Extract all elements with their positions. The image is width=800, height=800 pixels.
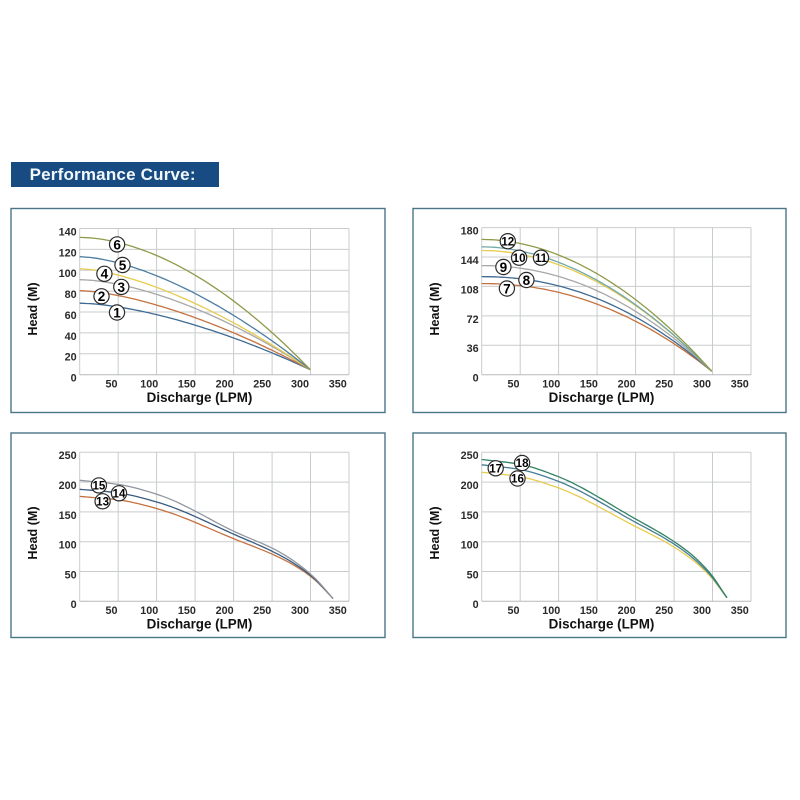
svg-text:Discharge (LPM): Discharge (LPM) [549,390,655,405]
svg-text:100: 100 [140,379,158,391]
svg-text:250: 250 [253,605,271,617]
svg-text:6: 6 [113,237,121,252]
svg-text:17: 17 [489,463,502,476]
svg-text:Discharge (LPM): Discharge (LPM) [147,616,253,631]
svg-text:2: 2 [98,289,106,304]
svg-text:20: 20 [65,352,77,364]
svg-text:150: 150 [580,379,598,391]
svg-text:3: 3 [118,280,126,295]
svg-text:18: 18 [516,457,529,470]
svg-text:350: 350 [329,379,347,391]
svg-text:200: 200 [461,480,479,492]
svg-text:0: 0 [473,373,479,385]
svg-text:36: 36 [467,343,479,355]
svg-text:150: 150 [580,605,598,617]
svg-text:0: 0 [71,599,77,611]
svg-text:250: 250 [253,379,271,391]
svg-text:7: 7 [503,281,511,296]
svg-text:50: 50 [105,605,117,617]
svg-text:350: 350 [731,379,749,391]
svg-text:108: 108 [461,284,479,296]
svg-text:150: 150 [59,510,77,522]
svg-text:72: 72 [467,314,479,326]
svg-text:0: 0 [71,373,77,385]
svg-text:300: 300 [693,605,711,617]
svg-text:10: 10 [513,252,526,265]
svg-text:12: 12 [501,235,514,248]
svg-text:100: 100 [59,540,77,552]
svg-text:200: 200 [618,379,636,391]
svg-text:200: 200 [216,605,234,617]
svg-text:80: 80 [65,289,77,301]
svg-text:250: 250 [59,450,77,462]
svg-text:Head (M): Head (M) [26,282,40,335]
svg-text:150: 150 [178,379,196,391]
svg-text:150: 150 [178,605,196,617]
svg-text:100: 100 [59,268,77,280]
svg-text:50: 50 [507,379,519,391]
svg-text:300: 300 [693,379,711,391]
svg-text:50: 50 [65,569,77,581]
svg-text:200: 200 [618,605,636,617]
svg-text:350: 350 [731,605,749,617]
svg-text:1: 1 [113,305,121,320]
svg-text:50: 50 [105,379,117,391]
svg-text:40: 40 [65,331,77,343]
svg-text:100: 100 [461,540,479,552]
svg-text:Head (M): Head (M) [428,506,442,559]
svg-text:300: 300 [291,379,309,391]
svg-text:150: 150 [461,510,479,522]
svg-text:100: 100 [542,379,560,391]
svg-text:Discharge (LPM): Discharge (LPM) [549,616,655,631]
svg-text:200: 200 [59,480,77,492]
svg-text:14: 14 [113,488,126,501]
svg-text:200: 200 [216,379,234,391]
svg-text:13: 13 [96,496,109,509]
svg-text:60: 60 [65,310,77,322]
svg-text:120: 120 [59,247,77,259]
svg-text:50: 50 [467,569,479,581]
svg-text:9: 9 [500,260,508,275]
svg-text:100: 100 [542,605,560,617]
svg-text:50: 50 [507,605,519,617]
svg-text:100: 100 [140,605,158,617]
svg-text:250: 250 [461,450,479,462]
svg-text:15: 15 [92,480,105,493]
svg-text:144: 144 [461,255,479,267]
svg-text:250: 250 [655,379,673,391]
svg-text:350: 350 [329,605,347,617]
svg-text:16: 16 [511,473,524,486]
svg-text:11: 11 [535,252,548,265]
svg-text:250: 250 [655,605,673,617]
svg-text:8: 8 [523,273,531,288]
svg-text:0: 0 [473,599,479,611]
svg-text:Head (M): Head (M) [26,506,40,559]
svg-text:Head (M): Head (M) [428,282,442,335]
svg-text:5: 5 [119,258,127,273]
svg-text:4: 4 [101,267,109,282]
svg-text:300: 300 [291,605,309,617]
svg-text:Discharge (LPM): Discharge (LPM) [147,390,253,405]
svg-text:140: 140 [59,226,77,238]
svg-text:180: 180 [461,226,479,238]
